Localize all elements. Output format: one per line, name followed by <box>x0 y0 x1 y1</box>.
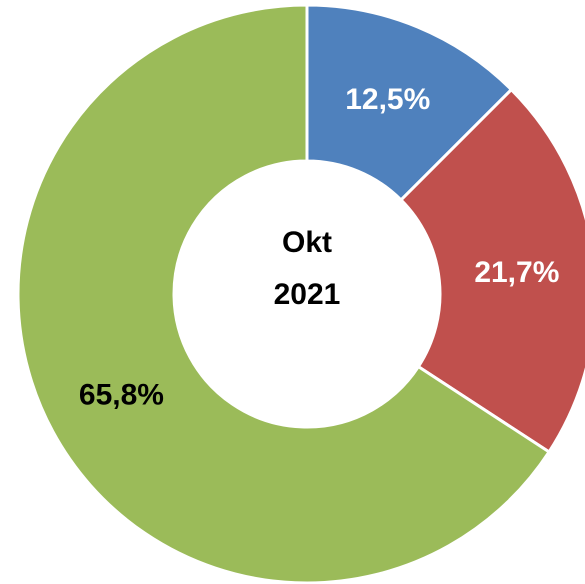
center-label: Okt <box>282 226 332 259</box>
data-label: 21,7% <box>474 256 559 289</box>
center-label: 2021 <box>274 278 341 311</box>
data-label: 12,5% <box>345 83 430 116</box>
donut-slice <box>398 87 585 454</box>
data-label: 65,8% <box>79 378 164 411</box>
donut-slice <box>16 3 552 584</box>
donut-slice <box>305 3 514 203</box>
